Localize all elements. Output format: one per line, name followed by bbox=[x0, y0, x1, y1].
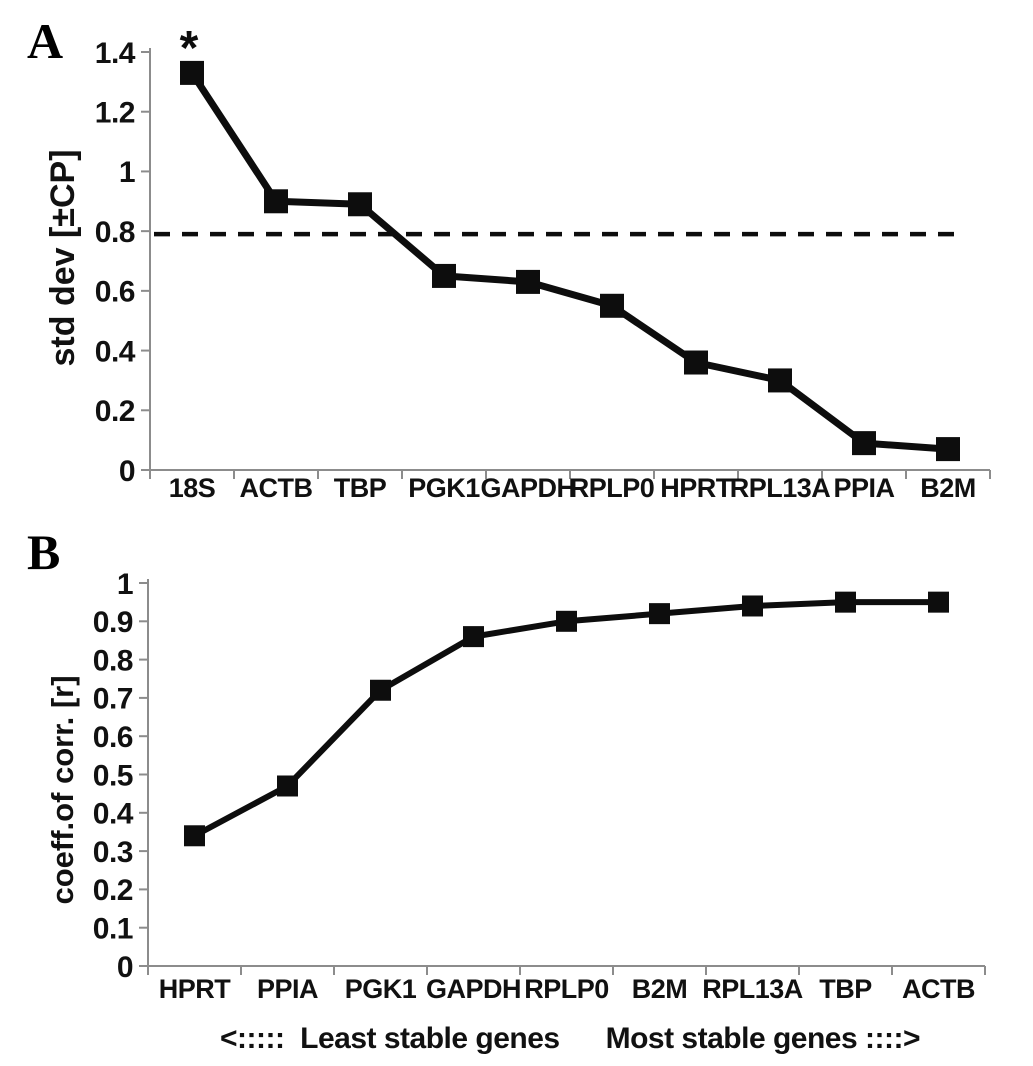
y-tick-label: 0.3 bbox=[93, 836, 133, 869]
x-category-label-ACTB: ACTB bbox=[902, 974, 975, 1004]
data-point-TBP bbox=[348, 192, 372, 217]
x-category-label-RPLP0: RPLP0 bbox=[524, 974, 609, 1004]
y-tick-label: 0.1 bbox=[93, 913, 133, 946]
x-category-label-RPL13A: RPL13A bbox=[730, 473, 831, 503]
x-category-label-18S: 18S bbox=[169, 473, 216, 503]
data-point-PGK1 bbox=[432, 263, 456, 288]
data-point-PPIA bbox=[852, 431, 876, 456]
y-tick-label: 1.2 bbox=[95, 97, 135, 130]
y-tick-label: 0.4 bbox=[93, 798, 134, 831]
y-tick-label: 0.2 bbox=[93, 874, 133, 907]
data-point-ACTB bbox=[928, 591, 949, 613]
data-line bbox=[191, 599, 942, 839]
panel-a-letter: A bbox=[27, 13, 64, 69]
caption-least-stable: <::::: Least stable genes bbox=[220, 1022, 560, 1055]
data-point-TBP bbox=[835, 591, 856, 613]
x-category-label-B2M: B2M bbox=[632, 974, 688, 1004]
y-tick-label: 0 bbox=[119, 455, 135, 488]
y-tick-label: 0.8 bbox=[95, 216, 135, 249]
y-tick-label: 1 bbox=[117, 568, 133, 601]
data-point-RPL13A bbox=[768, 368, 792, 393]
data-point-GAPDH bbox=[516, 269, 540, 294]
panel-b-letter: B bbox=[27, 524, 61, 580]
x-category-label-TBP: TBP bbox=[819, 974, 872, 1004]
y-tick-label: 1.4 bbox=[95, 37, 136, 70]
y-tick-label: 0.7 bbox=[93, 683, 133, 716]
x-category-label-HPRT: HPRT bbox=[159, 974, 232, 1004]
y-axis-title: coeff.of corr. [r] bbox=[45, 675, 80, 904]
data-point-RPLP0 bbox=[556, 610, 577, 632]
data-point-ACTB bbox=[264, 189, 288, 214]
y-tick-label: 0.5 bbox=[93, 759, 133, 792]
y-tick-label: 1 bbox=[119, 156, 135, 189]
x-category-label-PGK1: PGK1 bbox=[408, 473, 480, 503]
y-tick-label: 0 bbox=[117, 951, 133, 984]
x-category-label-TBP: TBP bbox=[334, 473, 387, 503]
y-tick-label: 0.2 bbox=[95, 395, 135, 428]
y-tick-label: 0.8 bbox=[93, 644, 133, 677]
x-category-label-ACTB: ACTB bbox=[240, 473, 313, 503]
data-point-18S bbox=[180, 60, 204, 85]
data-point-HPRT bbox=[684, 350, 708, 375]
x-category-label-PPIA: PPIA bbox=[257, 974, 318, 1004]
y-tick-label: 0.9 bbox=[93, 606, 133, 639]
data-point-B2M bbox=[649, 603, 670, 625]
x-category-label-GAPDH: GAPDH bbox=[480, 473, 575, 503]
data-line bbox=[188, 69, 952, 453]
y-tick-label: 0.4 bbox=[95, 335, 136, 368]
data-point-RPLP0 bbox=[600, 293, 624, 318]
x-category-label-PGK1: PGK1 bbox=[345, 974, 417, 1004]
x-category-label-RPLP0: RPLP0 bbox=[570, 473, 655, 503]
x-category-label-RPL13A: RPL13A bbox=[702, 974, 803, 1004]
y-tick-label: 0.6 bbox=[95, 276, 135, 309]
x-category-label-HPRT: HPRT bbox=[660, 473, 733, 503]
data-point-B2M bbox=[936, 437, 960, 462]
y-tick-label: 0.6 bbox=[93, 721, 133, 754]
annotation-asterisk: * bbox=[180, 22, 199, 75]
data-point-RPL13A bbox=[742, 595, 763, 617]
data-point-HPRT bbox=[184, 825, 205, 847]
x-category-label-GAPDH: GAPDH bbox=[426, 974, 521, 1004]
x-category-label-B2M: B2M bbox=[920, 473, 976, 503]
panel-b-chart: 0 0.1 0.2 0.3 0.4 0.5 0.6 0.7 0.8 0.9 1 HPRT PPIA PGK… bbox=[45, 568, 986, 1004]
data-point-GAPDH bbox=[463, 626, 484, 648]
stability-caption: <::::: Least stable genes Most stable gen… bbox=[150, 1019, 990, 1059]
data-point-PGK1 bbox=[370, 679, 391, 701]
data-point-PPIA bbox=[277, 775, 298, 797]
caption-most-stable: Most stable genes ::::> bbox=[605, 1022, 921, 1055]
x-category-label-PPIA: PPIA bbox=[833, 473, 894, 503]
y-axis-title: std dev [±CP] bbox=[44, 149, 82, 366]
